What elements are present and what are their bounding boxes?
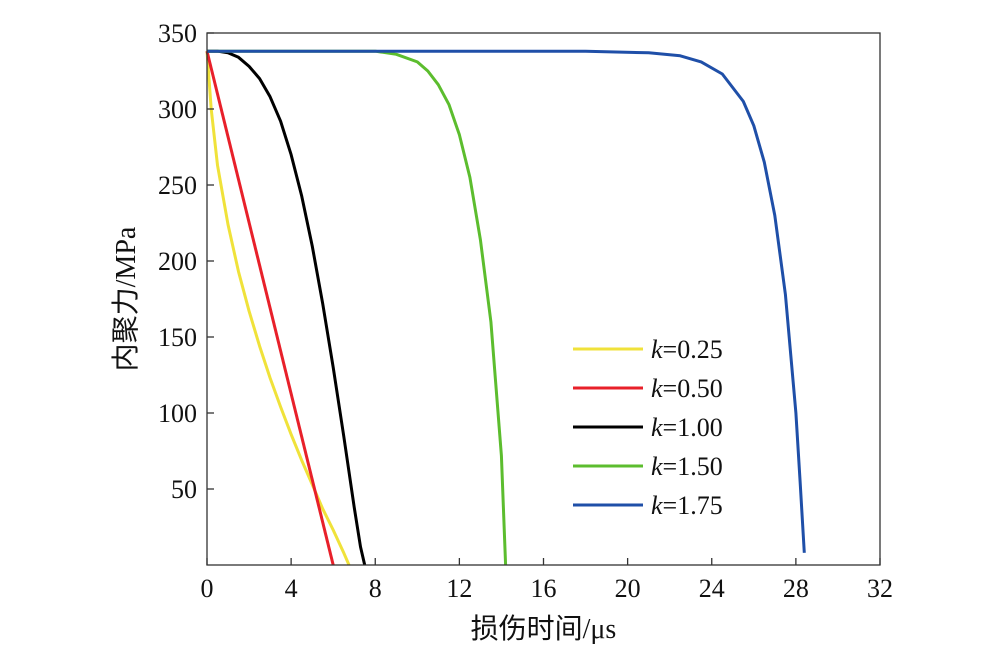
x-axis-label: 损伤时间/μs <box>471 613 617 645</box>
y-tick-label: 200 <box>158 247 197 276</box>
legend-label-4: k=1.75 <box>651 491 723 520</box>
y-tick-label: 50 <box>171 475 197 504</box>
legend-value: =1.50 <box>663 452 723 481</box>
y-axis-label: 内聚力/MPa <box>110 226 142 371</box>
series-line-4 <box>207 49 806 553</box>
series-line-3 <box>207 49 508 566</box>
y-tick-label: 100 <box>158 399 197 428</box>
legend: k=0.25k=0.50k=1.00k=1.50k=1.75 <box>573 335 723 520</box>
legend-k-symbol: k <box>651 491 663 520</box>
y-tick-label: 350 <box>158 19 197 48</box>
legend-value: =0.50 <box>663 374 723 403</box>
legend-k-symbol: k <box>651 452 663 481</box>
x-tick-label: 4 <box>285 574 298 603</box>
x-tick-label: 0 <box>201 574 214 603</box>
series-line-2 <box>207 49 367 566</box>
legend-value: =1.75 <box>663 491 723 520</box>
legend-value: =1.00 <box>663 413 723 442</box>
legend-label-1: k=0.50 <box>651 374 723 403</box>
series-line-0 <box>205 51 351 566</box>
legend-k-symbol: k <box>651 374 663 403</box>
legend-k-symbol: k <box>651 335 663 364</box>
legend-k-symbol: k <box>651 413 663 442</box>
y-tick-label: 300 <box>158 95 197 124</box>
x-tick-label: 12 <box>446 574 472 603</box>
plot-frame <box>206 32 881 566</box>
x-tick-label: 32 <box>867 574 893 603</box>
x-tick-label: 24 <box>699 574 725 603</box>
x-tick-label: 8 <box>369 574 382 603</box>
legend-label-2: k=1.00 <box>651 413 723 442</box>
legend-label-3: k=1.50 <box>651 452 723 481</box>
x-tick-label: 16 <box>531 574 557 603</box>
legend-value: =0.25 <box>663 335 723 364</box>
series-layer <box>205 49 806 566</box>
y-tick-label: 250 <box>158 171 197 200</box>
tick-layer: 0 4 8 12 16 20 24 28 32 50 100 150 200 250 300 350 <box>158 19 893 603</box>
y-tick-label: 150 <box>158 323 197 352</box>
x-tick-label: 28 <box>783 574 809 603</box>
legend-label-0: k=0.25 <box>651 335 723 364</box>
x-tick-label: 20 <box>615 574 641 603</box>
series-line-1 <box>205 50 335 566</box>
